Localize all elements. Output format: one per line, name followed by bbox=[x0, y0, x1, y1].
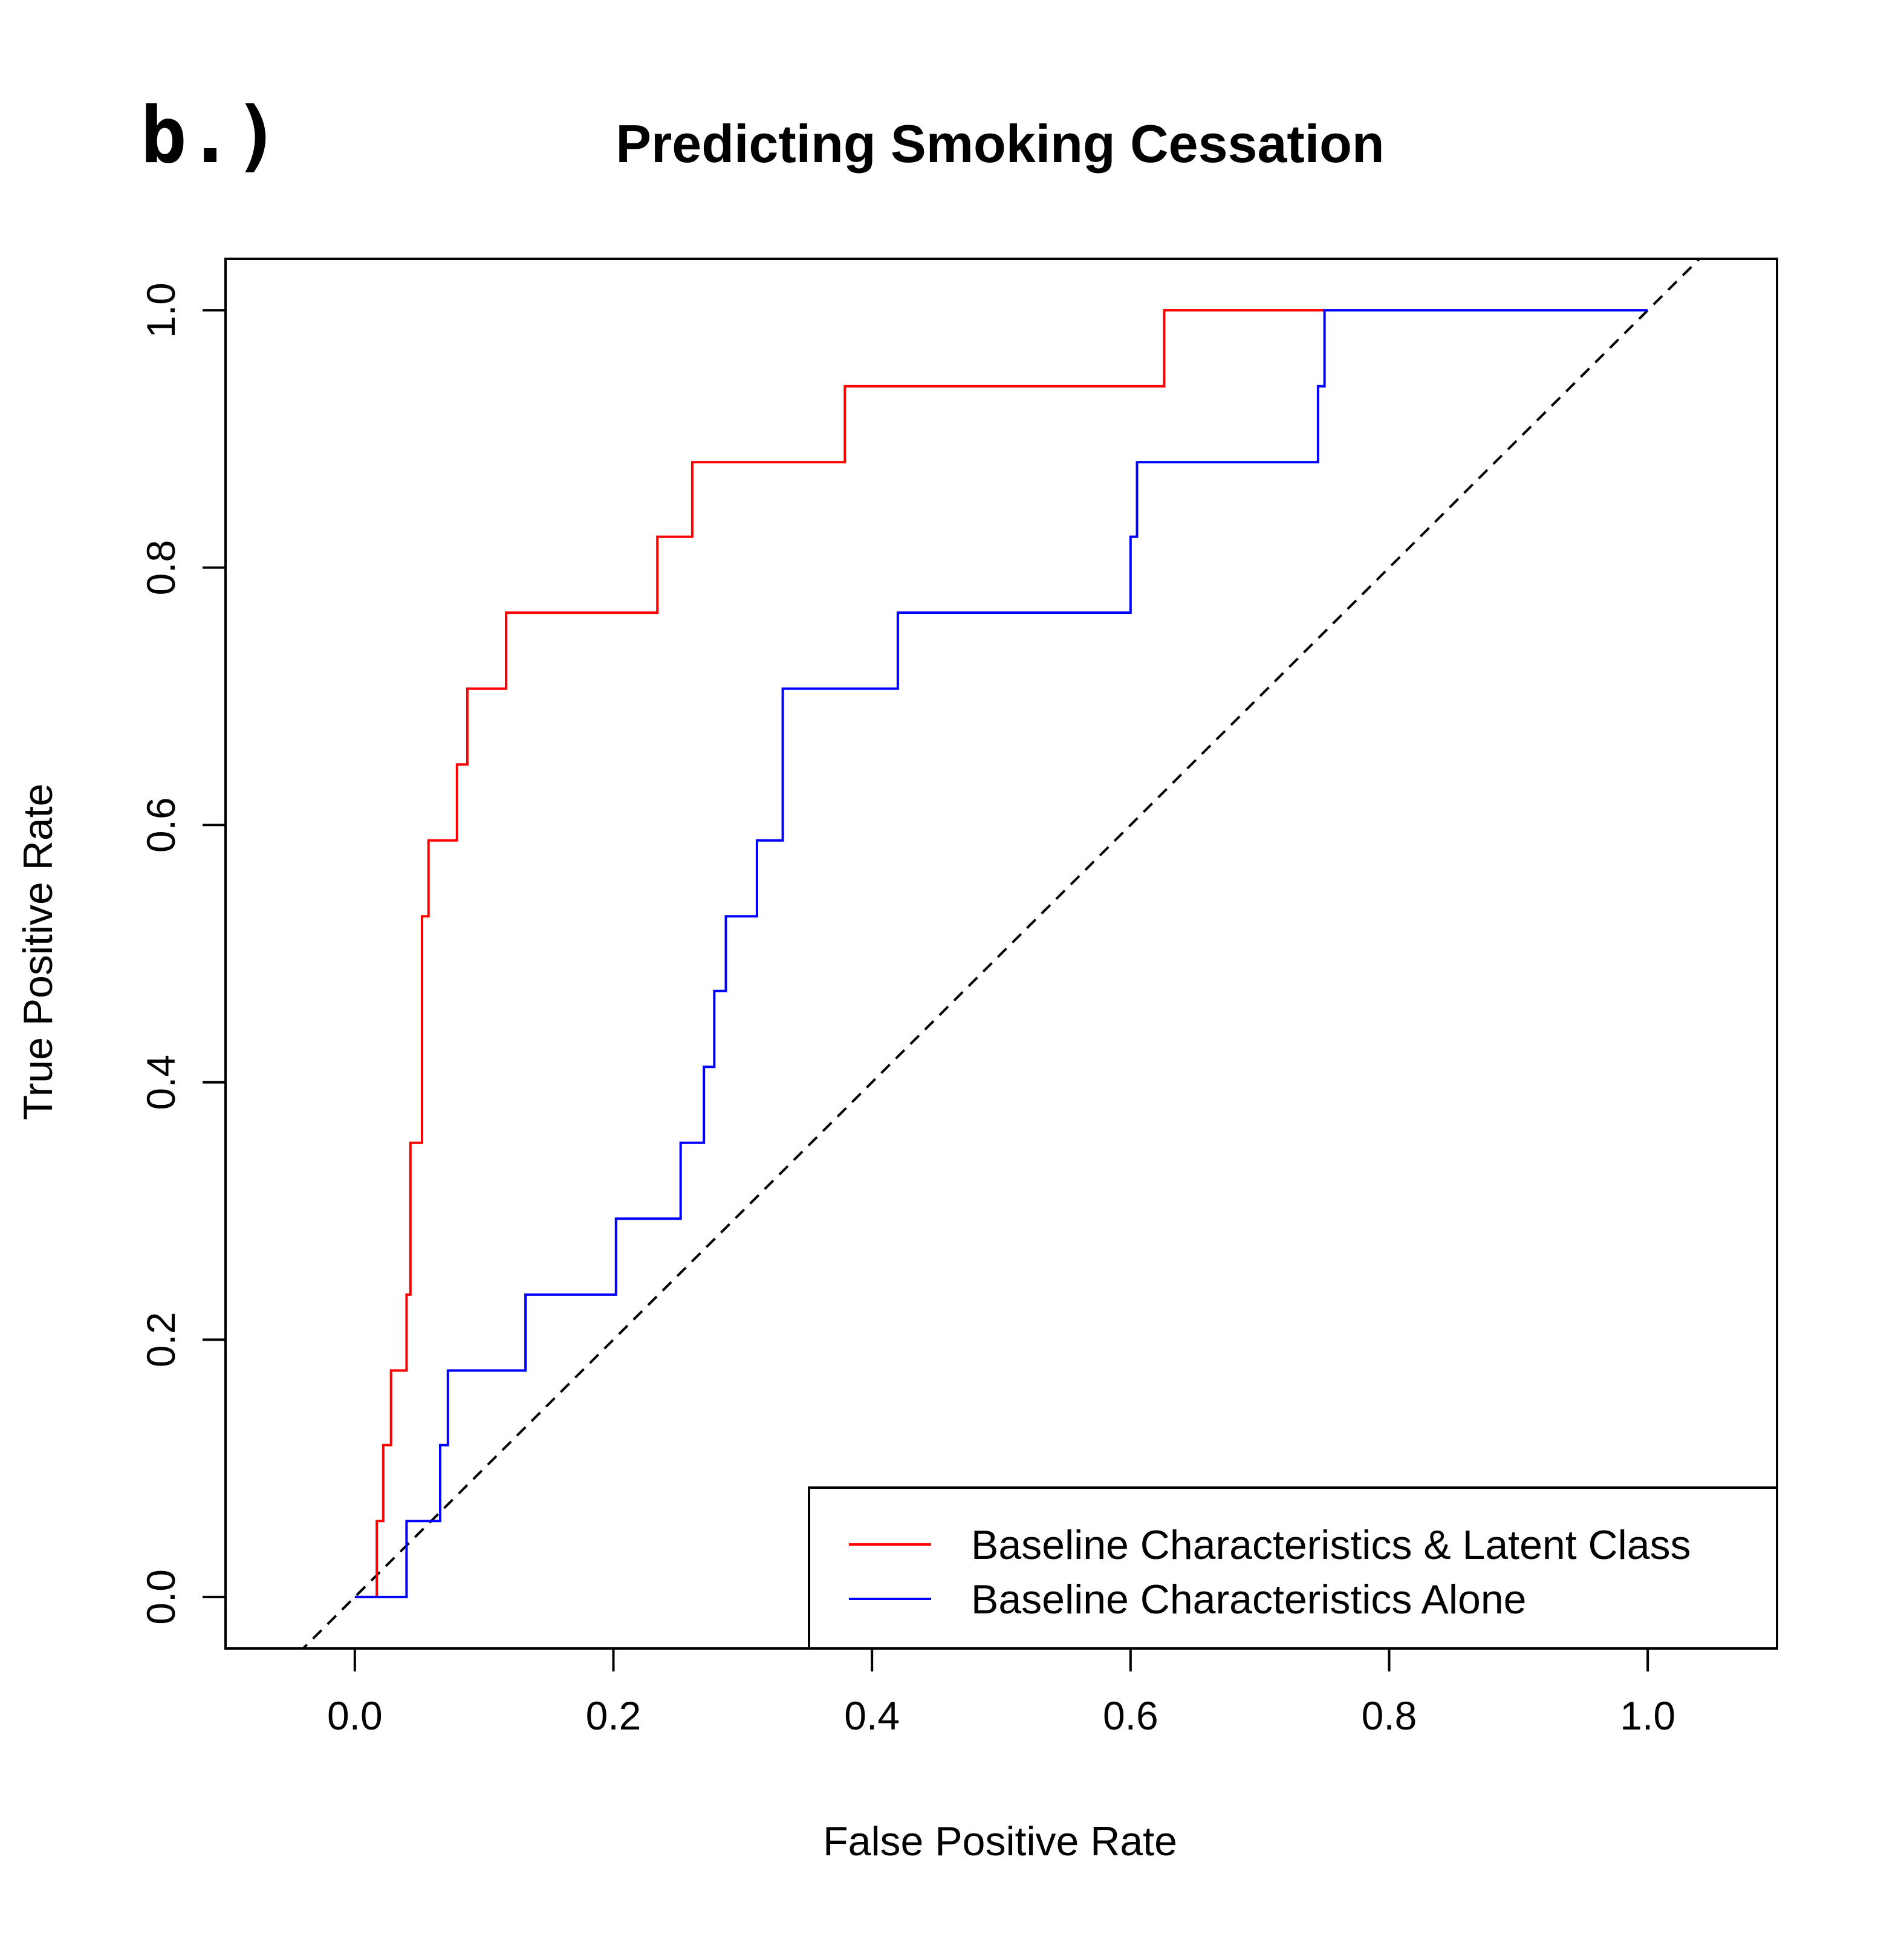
panel-label: b.) bbox=[140, 91, 280, 181]
y-tick-label: 0.6 bbox=[138, 797, 183, 853]
x-tick-label: 0.0 bbox=[327, 1693, 383, 1738]
y-axis-label: True Positive Rate bbox=[15, 784, 61, 1121]
legend-label: Baseline Characteristics Alone bbox=[971, 1577, 1526, 1622]
y-tick-label: 0.8 bbox=[138, 540, 183, 596]
legend-box bbox=[808, 1486, 1778, 1650]
y-tick-label: 1.0 bbox=[138, 282, 183, 338]
chart-title: Predicting Smoking Cessation bbox=[616, 114, 1384, 174]
y-tick-label: 0.2 bbox=[138, 1312, 183, 1367]
y-tick-label: 0.4 bbox=[138, 1055, 183, 1110]
x-tick-label: 0.8 bbox=[1362, 1693, 1417, 1738]
x-tick-label: 0.2 bbox=[586, 1693, 642, 1738]
x-tick-label: 0.6 bbox=[1103, 1693, 1158, 1738]
plot-area bbox=[301, 259, 1701, 1648]
x-axis-label: False Positive Rate bbox=[823, 1818, 1177, 1864]
y-tick-label: 0.0 bbox=[138, 1569, 183, 1625]
x-tick-label: 0.4 bbox=[844, 1693, 900, 1738]
legend: Baseline Characteristics & Latent Class B… bbox=[808, 1486, 1778, 1650]
reference-diagonal-line bbox=[301, 259, 1701, 1648]
legend-label: Baseline Characteristics & Latent Class bbox=[971, 1522, 1691, 1568]
x-tick-label: 1.0 bbox=[1620, 1693, 1675, 1738]
axes: 0.0 0.2 0.4 0.6 0.8 1.0 0.0 0.2 0.4 0.6 0.8 1.0 bbox=[138, 258, 1778, 1738]
series-line-1 bbox=[354, 309, 1325, 1598]
series-line-2 bbox=[354, 309, 1648, 1598]
